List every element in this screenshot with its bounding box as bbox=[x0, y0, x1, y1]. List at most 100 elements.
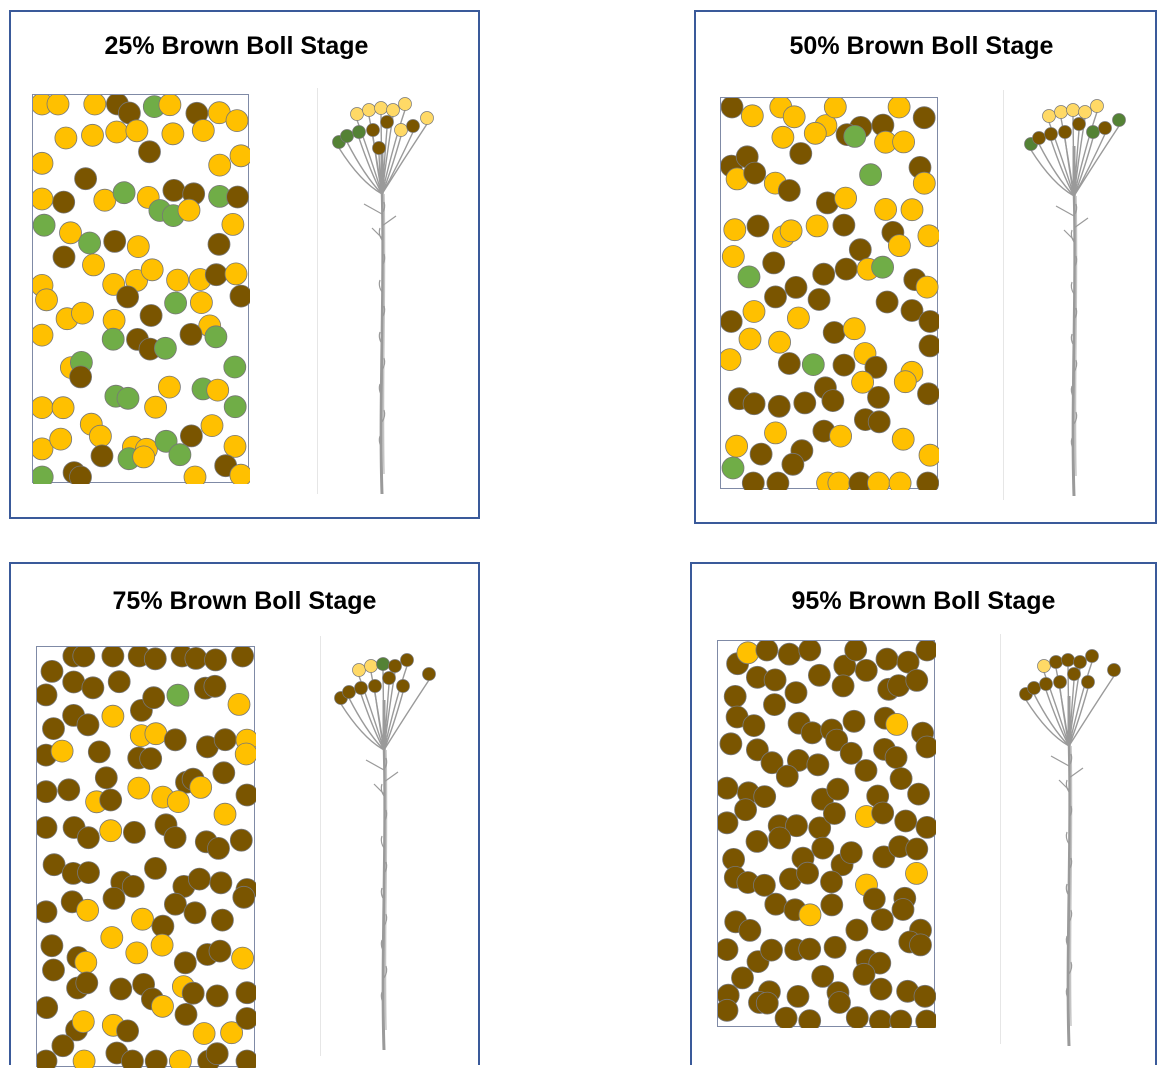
boll bbox=[54, 126, 78, 150]
boll bbox=[37, 780, 58, 804]
boll bbox=[231, 946, 255, 970]
boll bbox=[166, 790, 190, 814]
boll bbox=[915, 1009, 936, 1028]
boll bbox=[723, 218, 747, 242]
boll bbox=[37, 996, 59, 1019]
boll bbox=[887, 234, 911, 258]
boll bbox=[225, 109, 249, 133]
boll bbox=[116, 285, 139, 309]
boll bbox=[163, 728, 187, 752]
boll bbox=[848, 238, 872, 262]
boll bbox=[33, 437, 54, 461]
boll bbox=[205, 984, 229, 1008]
boll bbox=[220, 1021, 244, 1045]
boll bbox=[894, 809, 918, 833]
boll bbox=[207, 232, 231, 256]
boll bbox=[777, 352, 801, 375]
boll bbox=[822, 321, 846, 344]
boll bbox=[851, 370, 875, 394]
boll bbox=[69, 465, 92, 484]
boll bbox=[223, 395, 247, 419]
plant-boll bbox=[1112, 113, 1126, 127]
plant-boll bbox=[364, 659, 378, 673]
boll bbox=[101, 704, 125, 728]
panel-title: 75% Brown Boll Stage bbox=[112, 587, 377, 615]
boll bbox=[885, 713, 909, 736]
boll bbox=[161, 122, 185, 146]
boll bbox=[83, 95, 107, 116]
boll bbox=[166, 268, 190, 292]
boll bbox=[808, 663, 831, 687]
boll bbox=[731, 966, 754, 990]
boll bbox=[33, 396, 54, 419]
boll bbox=[74, 167, 97, 191]
plant-boll bbox=[382, 671, 396, 685]
boll bbox=[140, 258, 164, 282]
boll bbox=[764, 892, 788, 916]
boll bbox=[139, 304, 163, 327]
plant-boll bbox=[1107, 663, 1121, 677]
boll bbox=[721, 98, 744, 119]
boll bbox=[168, 443, 192, 467]
plant-boll bbox=[352, 125, 366, 139]
boll bbox=[200, 414, 224, 438]
boll bbox=[777, 179, 801, 202]
boll bbox=[740, 104, 764, 128]
boll bbox=[734, 798, 758, 822]
plant-boll bbox=[1061, 653, 1075, 667]
plant-boll bbox=[1073, 655, 1087, 669]
boll bbox=[234, 742, 256, 766]
boll bbox=[42, 853, 66, 877]
boll bbox=[59, 221, 82, 245]
boll bbox=[839, 841, 863, 865]
boll bbox=[174, 1002, 198, 1026]
boll bbox=[854, 658, 878, 682]
boll bbox=[223, 355, 247, 379]
boll bbox=[764, 285, 787, 309]
boll bbox=[89, 424, 112, 448]
plant-boll bbox=[1054, 105, 1068, 119]
boll bbox=[803, 121, 827, 145]
boll bbox=[138, 140, 161, 164]
boll bbox=[811, 964, 835, 988]
plant-boll bbox=[366, 123, 380, 137]
boll bbox=[915, 735, 936, 759]
boll bbox=[226, 185, 250, 209]
boll bbox=[768, 330, 791, 354]
boll bbox=[229, 284, 250, 308]
boll bbox=[854, 759, 878, 782]
boll bbox=[183, 901, 207, 925]
plant-boll bbox=[1053, 675, 1067, 689]
boll bbox=[786, 984, 810, 1008]
boll bbox=[742, 300, 766, 323]
boll bbox=[844, 641, 868, 662]
plant-boll bbox=[1085, 649, 1099, 663]
plant-boll bbox=[400, 653, 414, 667]
boll bbox=[915, 816, 936, 839]
boll bbox=[37, 1049, 58, 1068]
boll bbox=[801, 353, 825, 377]
boll bbox=[33, 151, 54, 175]
boll bbox=[834, 186, 857, 210]
boll bbox=[875, 647, 899, 671]
boll bbox=[721, 245, 745, 268]
boll-field bbox=[717, 640, 936, 1028]
boll bbox=[177, 198, 201, 222]
boll bbox=[784, 681, 808, 704]
boll bbox=[869, 1009, 892, 1028]
boll-field bbox=[36, 646, 256, 1068]
boll bbox=[762, 251, 786, 275]
plant-boll bbox=[1098, 121, 1112, 135]
boll bbox=[179, 322, 203, 346]
boll bbox=[223, 434, 247, 458]
boll bbox=[235, 783, 256, 807]
boll bbox=[204, 648, 227, 672]
plant-boll bbox=[388, 659, 402, 673]
boll bbox=[871, 255, 895, 279]
plant-boll bbox=[420, 111, 434, 125]
boll bbox=[874, 198, 898, 221]
boll bbox=[889, 1009, 913, 1028]
boll bbox=[72, 647, 96, 668]
boll bbox=[868, 951, 892, 975]
boll bbox=[144, 856, 167, 880]
